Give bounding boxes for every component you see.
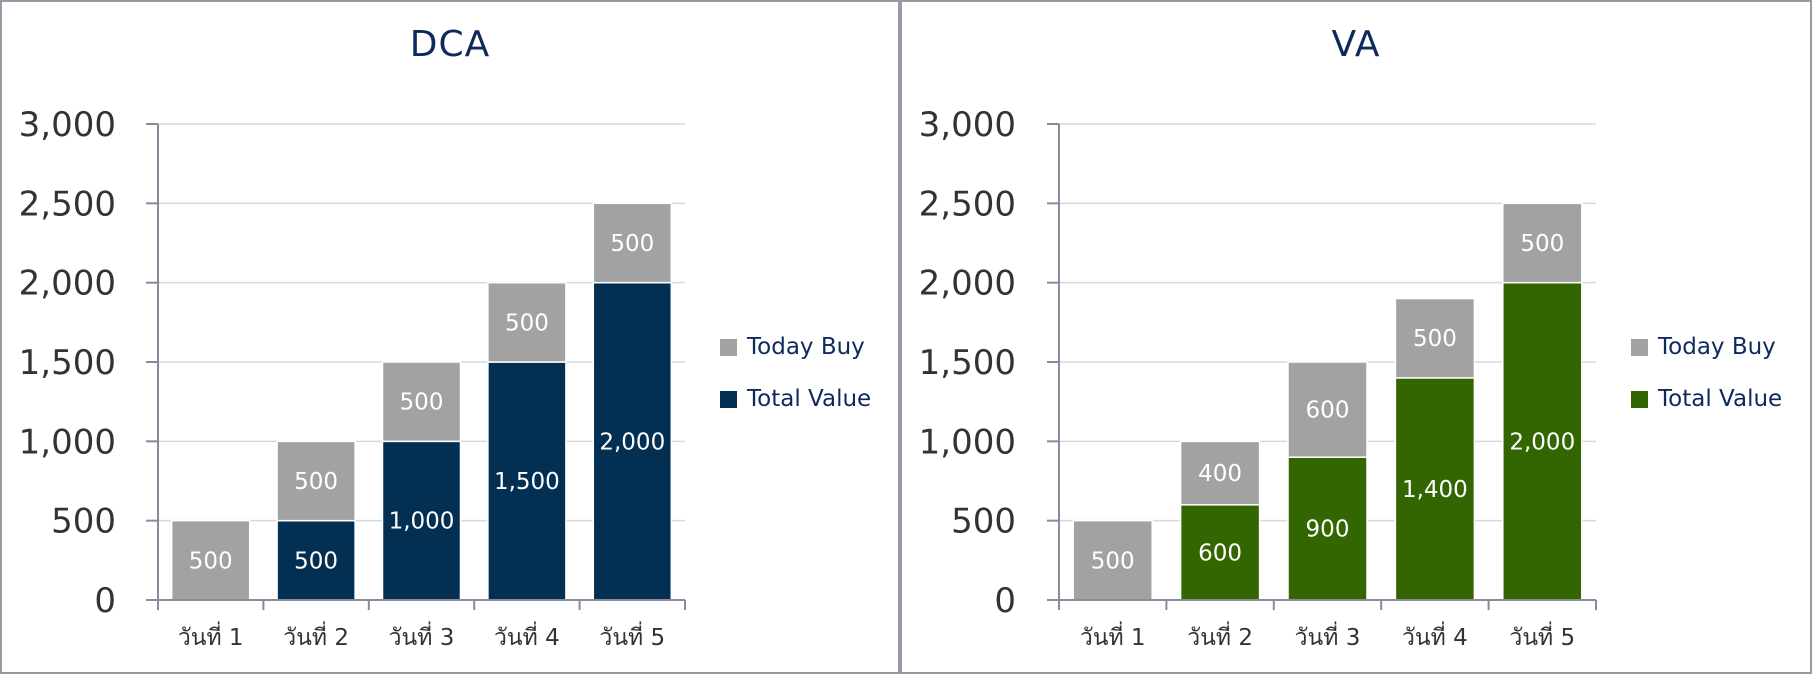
y-tick-label: 1,000: [19, 422, 116, 462]
bar-today-buy: [170, 519, 251, 601]
bar-data-label: 2,000: [599, 429, 665, 455]
x-category-label: วันที่ 3: [389, 621, 455, 651]
bar-data-label: 1,500: [494, 469, 560, 495]
bar-today-buy: [1394, 297, 1476, 379]
x-category-label: วันที่ 2: [1187, 621, 1253, 651]
bar-today-buy: [1287, 361, 1368, 458]
bar-total-value: [276, 519, 356, 601]
legend-item-total-value: Total Value: [1631, 386, 1782, 412]
bar-today-buy: [487, 281, 567, 363]
y-tick-label: 3,000: [19, 105, 116, 145]
bar-today-buy: [381, 361, 462, 443]
bar-today-buy: [592, 202, 673, 284]
legend-label-total-value: Total Value: [747, 386, 872, 412]
x-category-label: วันที่ 3: [1295, 621, 1361, 651]
x-category-label: วันที่ 5: [599, 621, 665, 651]
y-tick-label: 500: [51, 502, 116, 542]
bar-data-label: 600: [1306, 398, 1350, 424]
bar-total-value: [1287, 456, 1368, 601]
y-tick-label: 500: [951, 502, 1016, 542]
legend-item-today-buy: Today Buy: [1631, 334, 1782, 360]
y-tick-label: 1,500: [919, 343, 1016, 383]
x-category-label: วันที่ 5: [1509, 621, 1575, 651]
dca-chart-panel: DCA 0 500 1,000 1,500 2,000 2,500 3,000 500 วันท…: [0, 0, 900, 674]
dca-chart-plot: 0 500 1,000 1,500 2,000 2,500 3,000 500 วันที่ 1…: [19, 105, 686, 651]
y-tick-label: 2,000: [19, 264, 116, 304]
bar-today-buy: [1179, 440, 1261, 506]
bar-data-label: 500: [1413, 326, 1457, 352]
y-tick-label: 1,000: [919, 422, 1016, 462]
bar-data-label: 500: [294, 469, 338, 495]
x-category-label: วันที่ 4: [1402, 621, 1468, 651]
bar-total-value: [1179, 504, 1261, 601]
bar-data-label: 500: [505, 310, 549, 336]
bar-data-label: 2,000: [1509, 429, 1575, 455]
chart-title: VA: [1331, 24, 1381, 65]
legend-item-today-buy: Today Buy: [720, 334, 871, 360]
y-tick-label: 2,000: [919, 264, 1016, 304]
legend-swatch-total-value: [1631, 390, 1648, 408]
legend-label-total-value: Total Value: [1658, 386, 1783, 412]
legend-item-total-value: Total Value: [720, 386, 871, 412]
chart-title: DCA: [409, 24, 491, 65]
va-legend: Today Buy Total Value: [1631, 334, 1782, 438]
bar-data-label: 500: [1520, 231, 1564, 257]
legend-swatch-total-value: [720, 390, 737, 408]
bar-today-buy: [1502, 202, 1583, 284]
y-tick-label: 2,500: [19, 184, 116, 224]
y-tick-label: 0: [994, 581, 1016, 621]
x-category-label: วันที่ 2: [283, 621, 349, 651]
x-category-label: วันที่ 4: [494, 621, 560, 651]
bar-data-label: 500: [189, 548, 233, 574]
bar-today-buy: [276, 440, 356, 522]
legend-swatch-today-buy: [1631, 338, 1648, 356]
bar-data-label: 500: [610, 231, 654, 257]
dca-legend: Today Buy Total Value: [720, 334, 871, 438]
x-category-label: วันที่ 1: [178, 621, 244, 651]
bar-data-label: 1,400: [1402, 477, 1468, 503]
y-tick-label: 0: [94, 581, 116, 621]
bar-data-label: 900: [1306, 517, 1350, 543]
va-chart-panel: VA 0 500 1,000 1,500 2,000 2,500 3,000 500 วันที…: [900, 0, 1812, 674]
bar-data-label: 600: [1198, 540, 1242, 566]
bar-total-value: [381, 440, 462, 601]
x-category-label: วันที่ 1: [1080, 621, 1146, 651]
bar-total-value: [1394, 377, 1476, 601]
y-tick-label: 3,000: [919, 105, 1016, 145]
bar-data-label: 500: [400, 390, 444, 416]
bar-data-label: 400: [1198, 461, 1242, 487]
y-tick-label: 2,500: [919, 184, 1016, 224]
bar-data-label: 500: [1091, 548, 1135, 574]
va-chart-plot: 0 500 1,000 1,500 2,000 2,500 3,000 500 วันที่ 1…: [919, 105, 1597, 651]
bar-total-value: [1502, 281, 1583, 601]
bar-data-label: 1,000: [389, 509, 455, 535]
y-tick-label: 1,500: [19, 343, 116, 383]
legend-label-today-buy: Today Buy: [1658, 334, 1776, 360]
legend-swatch-today-buy: [720, 338, 737, 356]
legend-label-today-buy: Today Buy: [747, 334, 865, 360]
bar-data-label: 500: [294, 548, 338, 574]
bar-total-value: [487, 361, 567, 601]
